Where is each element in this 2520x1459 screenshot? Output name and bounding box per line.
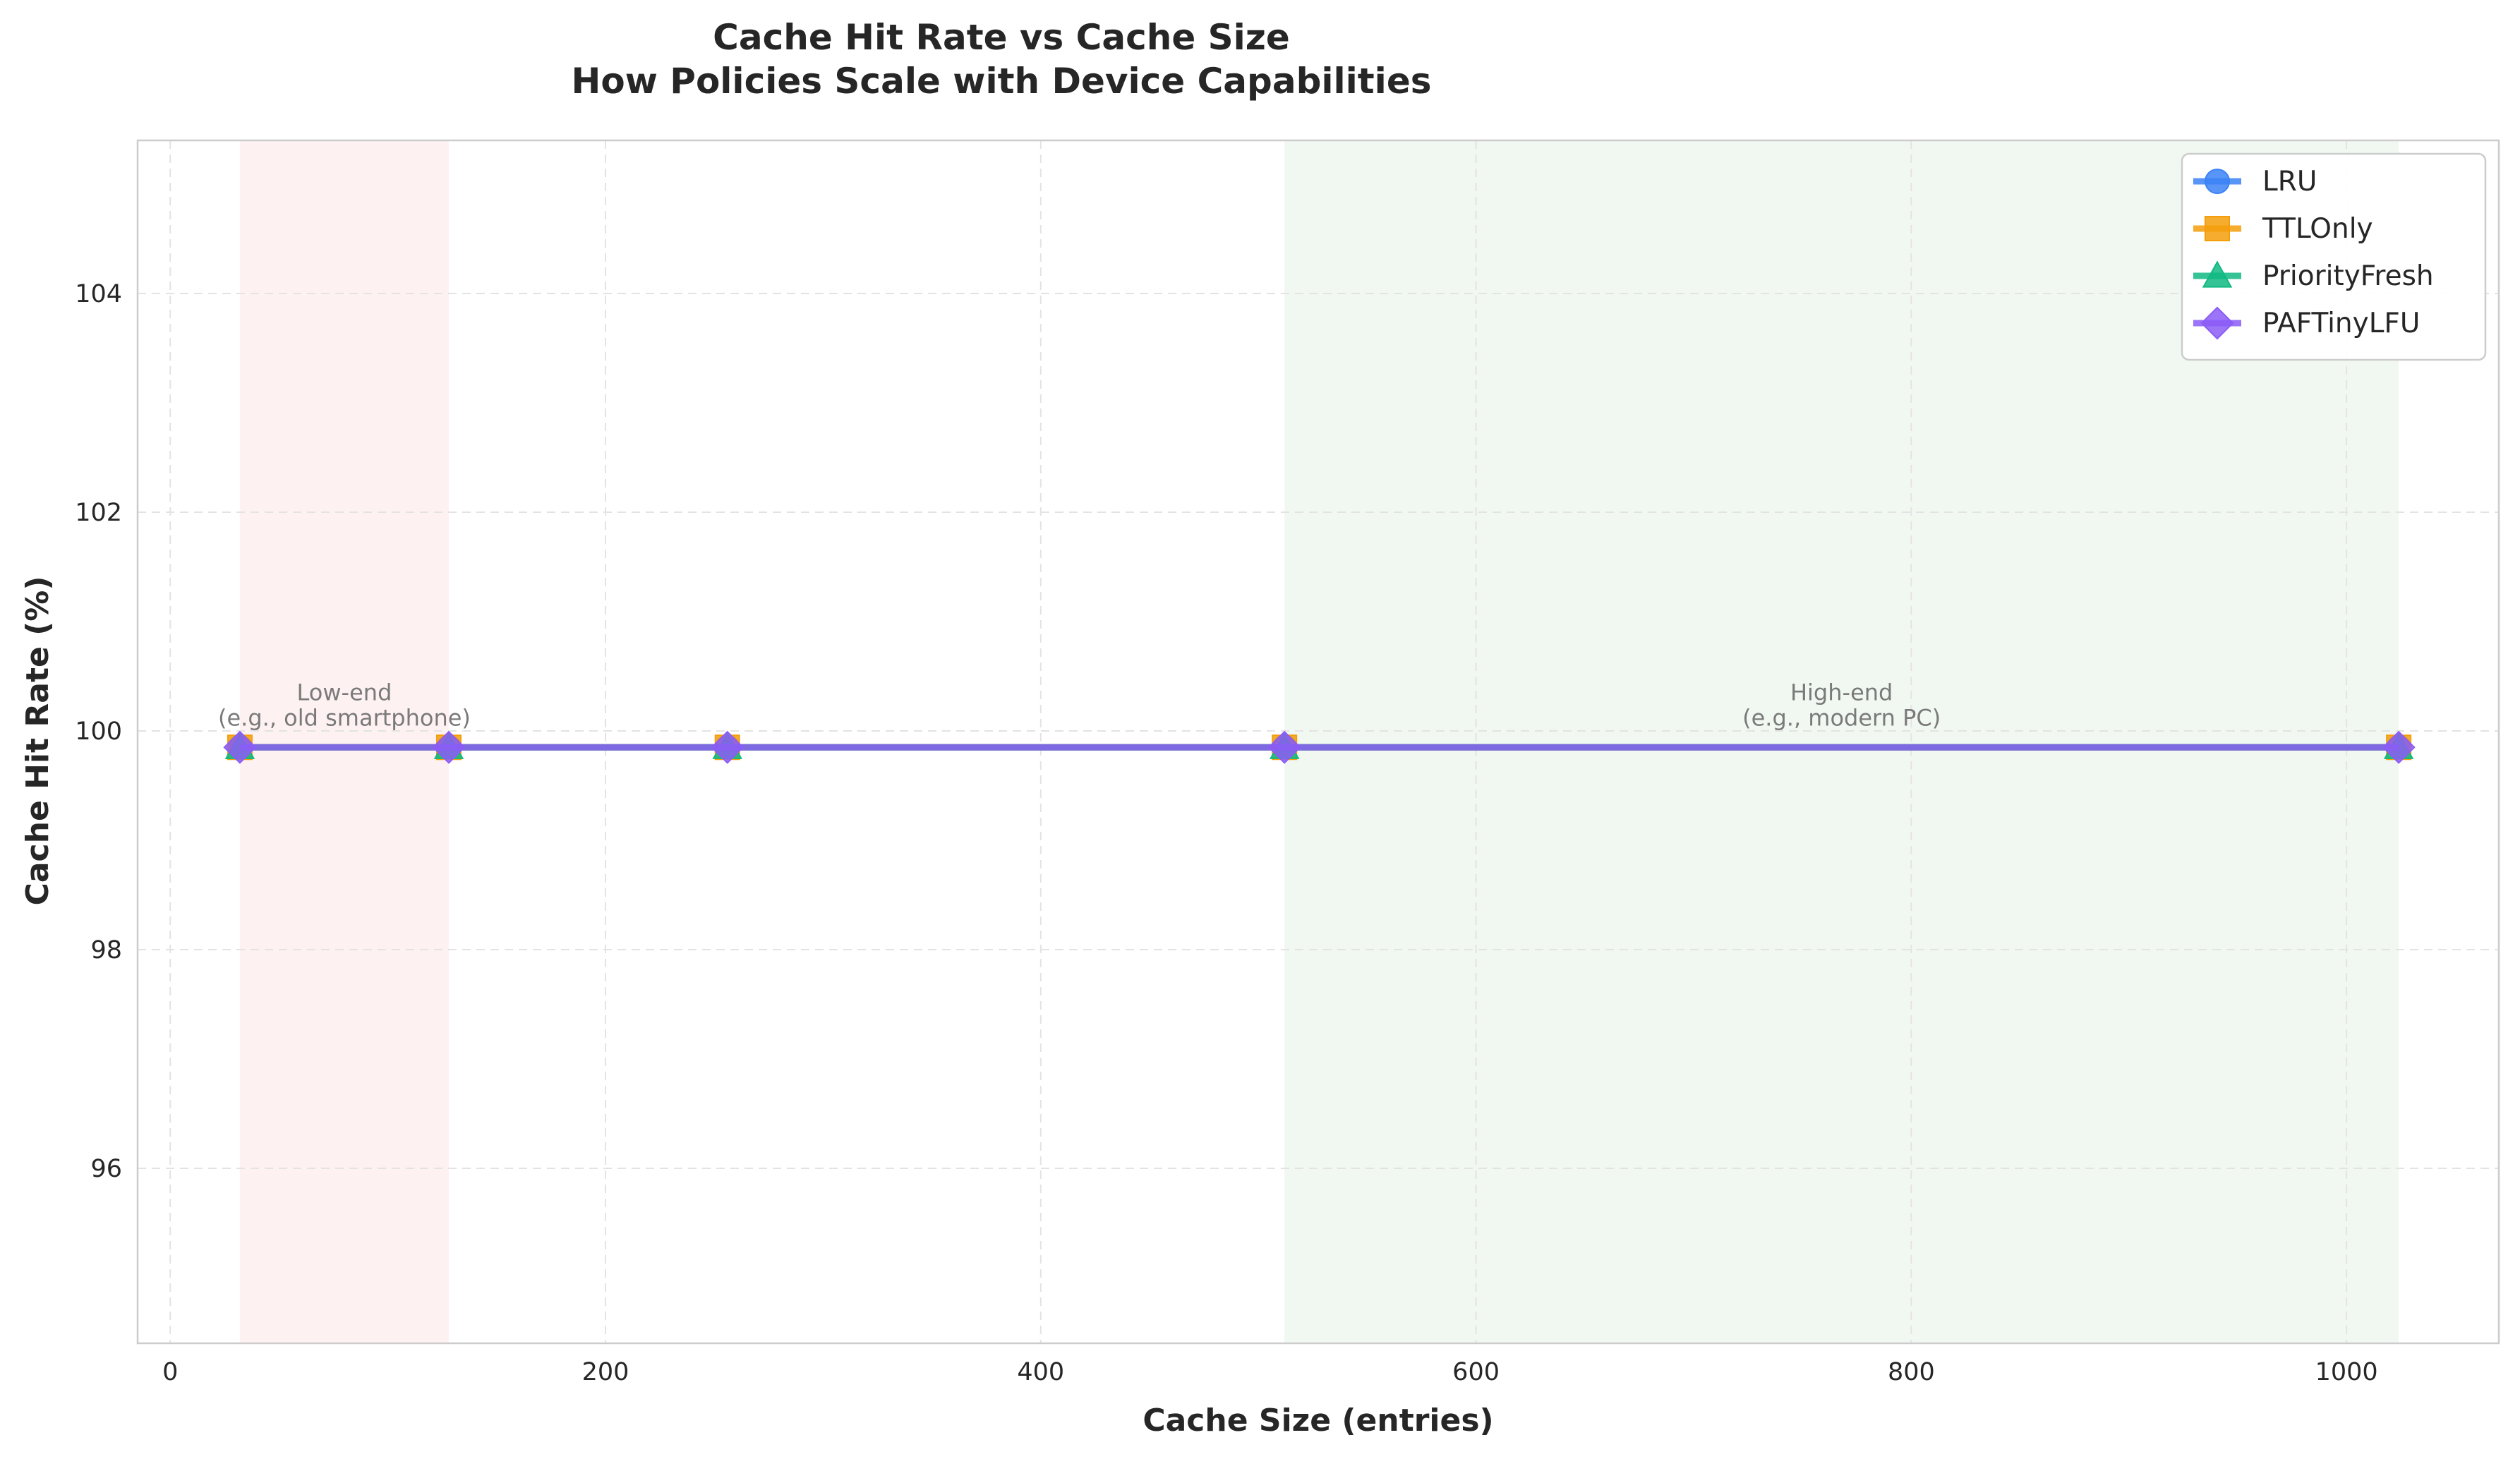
series-PAFTinyLFU bbox=[223, 730, 2416, 764]
data-point-PAFTinyLFU bbox=[1267, 730, 1301, 764]
legend-item-LRU: LRU bbox=[2193, 166, 2317, 198]
band-label-0-line1: Low-end bbox=[297, 679, 392, 706]
x-tick-label: 1000 bbox=[2315, 1358, 2378, 1386]
data-point-PAFTinyLFU bbox=[432, 730, 466, 764]
x-tick-label: 600 bbox=[1452, 1358, 1500, 1386]
band-label-1-line2: (e.g., modern PC) bbox=[1742, 704, 1941, 731]
band-label-0-line2: (e.g., old smartphone) bbox=[218, 704, 471, 731]
y-tick-label: 98 bbox=[90, 936, 122, 964]
legend-item-PAFTinyLFU: PAFTinyLFU bbox=[2193, 306, 2420, 340]
x-axis-label: Cache Size (entries) bbox=[1143, 1403, 1493, 1439]
y-tick-labels: 96 98 100 102 104 bbox=[75, 280, 122, 1183]
plot-frame bbox=[136, 139, 2500, 1345]
legend-label: PriorityFresh bbox=[2262, 260, 2434, 292]
x-tick-label: 400 bbox=[1017, 1358, 1064, 1386]
data-point-PAFTinyLFU bbox=[2382, 730, 2416, 764]
y-tick-label: 96 bbox=[90, 1155, 122, 1183]
legend-marker-TTLOnly bbox=[2205, 216, 2230, 241]
legend-label: LRU bbox=[2262, 166, 2317, 198]
band-annotations: Low-end(e.g., old smartphone) High-end(e.… bbox=[218, 679, 1941, 731]
y-tick-label: 102 bbox=[75, 499, 122, 527]
legend-marker-PAFTinyLFU bbox=[2200, 306, 2234, 340]
legend-label: PAFTinyLFU bbox=[2262, 308, 2420, 339]
chart-title: Cache Hit Rate vs Cache Size bbox=[713, 17, 1290, 58]
chart-subtitle: How Policies Scale with Device Capabilit… bbox=[572, 61, 1432, 102]
data-point-PAFTinyLFU bbox=[223, 730, 257, 764]
x-tick-labels: 0 200 400 600 800 1000 bbox=[162, 1358, 2378, 1386]
y-tick-label: 100 bbox=[75, 718, 122, 746]
legend-marker-LRU bbox=[2205, 169, 2230, 194]
legend-marker-PriorityFresh bbox=[2202, 260, 2233, 288]
data-point-PAFTinyLFU bbox=[711, 730, 744, 764]
y-tick-label: 104 bbox=[75, 280, 122, 308]
band-label-1-line1: High-end bbox=[1790, 679, 1893, 706]
x-tick-label: 0 bbox=[162, 1358, 178, 1386]
device-band-0 bbox=[239, 140, 449, 1343]
legend-box bbox=[2181, 152, 2487, 361]
x-tick-label: 800 bbox=[1888, 1358, 1935, 1386]
series-layer bbox=[223, 730, 2416, 764]
x-tick-label: 200 bbox=[582, 1358, 629, 1386]
legend: LRU TTLOnly PriorityFresh PAFTinyLFU bbox=[2181, 152, 2487, 361]
legend-label: TTLOnly bbox=[2262, 213, 2373, 245]
legend-item-TTLOnly: TTLOnly bbox=[2193, 213, 2373, 245]
y-axis-label: Cache Hit Rate (%) bbox=[20, 576, 56, 906]
device-bands bbox=[239, 140, 2399, 1343]
legend-item-PriorityFresh: PriorityFresh bbox=[2193, 260, 2434, 292]
